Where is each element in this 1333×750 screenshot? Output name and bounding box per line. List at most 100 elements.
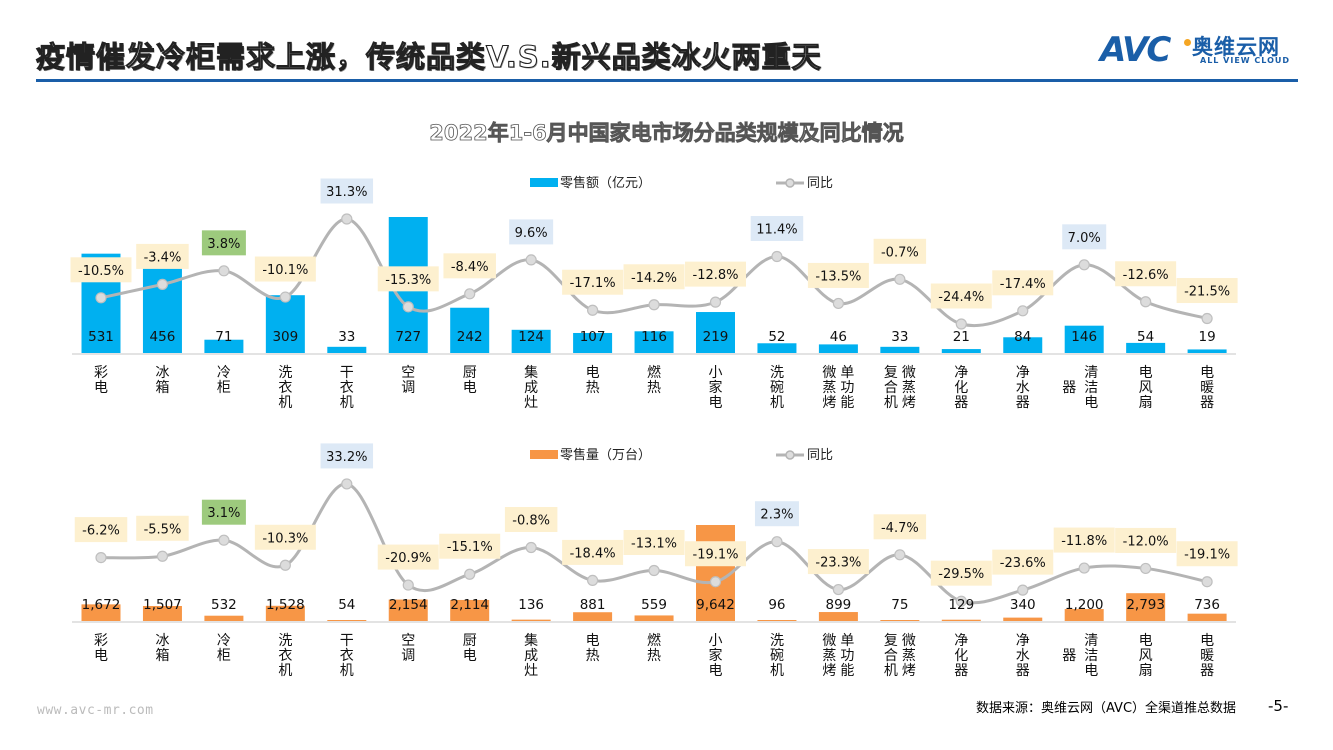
line-data-label: 9.6% [509, 219, 554, 245]
label-box [1115, 261, 1177, 287]
logo-cn-text: 奥维云网 [1192, 35, 1280, 59]
category-char: 器 [954, 663, 968, 679]
category-char: 水 [1016, 648, 1030, 664]
category-char: 电 [1139, 633, 1153, 649]
line-data-label: -24.4% [930, 283, 992, 309]
bar [941, 619, 981, 621]
line-data-label: 11.4% [750, 216, 804, 242]
category-char: 家 [709, 647, 723, 664]
category-char: 蒸 [902, 380, 916, 396]
category-char: 清 [1084, 633, 1098, 649]
label-text: -14.2% [631, 271, 677, 286]
category-char: 机 [884, 663, 898, 679]
category-label: 洗碗机 [770, 633, 784, 679]
label-box [70, 257, 132, 283]
category-char: 风 [1139, 380, 1153, 396]
label-box [992, 270, 1054, 296]
category-char: 箱 [155, 648, 169, 664]
line-data-label: -18.4% [562, 539, 624, 565]
category-char: 小 [709, 365, 723, 381]
category-char: 干 [340, 633, 354, 649]
legend-bar-label: 零售额（亿元） [560, 175, 651, 191]
category-label: 彩电 [94, 633, 108, 664]
category-char: 机 [340, 663, 354, 679]
bar-value-label: 2,114 [450, 597, 489, 613]
category-char: 灶 [524, 395, 538, 411]
line-data-label: -17.1% [562, 269, 624, 295]
label-text: 31.3% [326, 185, 367, 200]
category-char: 机 [278, 663, 292, 679]
category-char: 复 [884, 364, 898, 381]
line-point [156, 278, 169, 291]
label-box [254, 256, 316, 282]
category-char: 机 [884, 395, 898, 411]
category-char: 小 [709, 633, 723, 649]
bar [573, 612, 613, 621]
category-char: 单 [840, 633, 854, 649]
category-char: 调 [401, 648, 415, 664]
line-point [525, 541, 537, 554]
bar-value-label: 456 [150, 329, 176, 345]
category-char: 彩 [94, 633, 108, 649]
category-char: 能 [840, 663, 854, 679]
category-char: 电 [1084, 395, 1098, 411]
line-point [894, 273, 906, 285]
category-label: 冷柜 [217, 633, 231, 664]
category-label: 电风扇 [1139, 633, 1153, 679]
category-char: 烤 [822, 395, 836, 411]
category-char: 烤 [902, 395, 916, 411]
page-number: -5- [1268, 697, 1289, 715]
bar-value-label: 2,793 [1126, 597, 1165, 613]
line-point [1078, 562, 1090, 574]
bar [941, 349, 981, 353]
category-label: 小家电 [709, 365, 723, 411]
line-point [1140, 296, 1152, 308]
category-char: 功 [840, 380, 854, 396]
category-char: 器 [1200, 663, 1214, 679]
bar-value-label: 146 [1071, 329, 1097, 345]
logo-mark: AVC [1100, 30, 1171, 70]
line-point [1201, 312, 1213, 325]
bar [573, 332, 613, 353]
category-char: 合 [884, 380, 898, 396]
label-box [1115, 527, 1177, 553]
line-point [709, 296, 722, 308]
bar-value-label: 1,200 [1065, 597, 1104, 613]
category-char: 空 [401, 633, 415, 649]
logo-en-text: ALL VIEW CLOUD [1200, 56, 1291, 65]
category-label: 彩电 [94, 365, 108, 396]
category-char: 净 [954, 365, 968, 381]
line-point [1017, 305, 1029, 317]
category-char: 洗 [770, 633, 784, 649]
category-char: 碗 [770, 380, 784, 396]
category-char: 电 [586, 633, 600, 649]
legend-bar-label: 零售量（万台） [560, 447, 651, 463]
category-char: 能 [840, 395, 854, 411]
bar [81, 604, 121, 621]
label-text: 11.4% [756, 223, 797, 238]
line-data-label: -29.5% [930, 560, 992, 586]
category-label: 电暖器 [1200, 365, 1214, 411]
category-label: 小家电 [709, 633, 723, 679]
bar [818, 344, 858, 353]
line-data-label: -10.3% [254, 524, 316, 550]
category-char: 微 [822, 365, 836, 381]
line-data-label: -12.6% [1115, 261, 1177, 287]
category-char: 家 [709, 379, 723, 396]
line-point [648, 299, 660, 311]
legend: 零售量（万台） 同比 [530, 447, 833, 463]
label-box [320, 443, 374, 469]
line-data-label: 3.1% [201, 499, 246, 525]
label-box [254, 524, 316, 550]
label-text: -5.5% [144, 522, 182, 537]
label-box [377, 266, 439, 292]
legend-line-label: 同比 [807, 176, 833, 191]
category-char: 器 [954, 395, 968, 411]
label-text: -12.8% [693, 268, 739, 283]
category-char: 器 [1016, 395, 1030, 411]
bar-value-label: 899 [826, 597, 852, 613]
bar [880, 620, 920, 621]
